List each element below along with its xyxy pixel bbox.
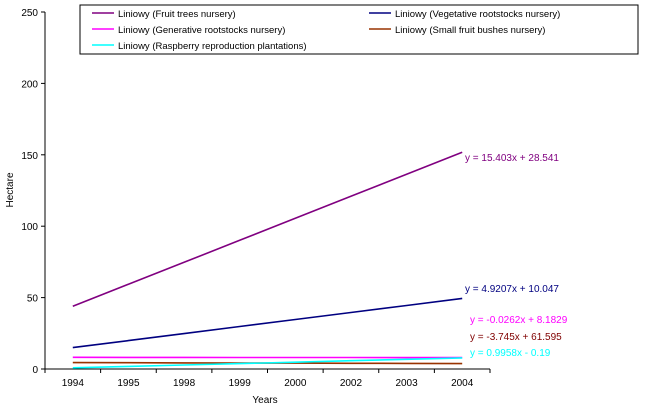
trendline-equation: y = -0.0262x + 8.1829 bbox=[470, 315, 568, 326]
legend-entry: Liniowy (Raspberry reproduction plantati… bbox=[118, 41, 307, 52]
x-tick-label: 2003 bbox=[395, 378, 418, 389]
x-tick-label: 1999 bbox=[229, 378, 252, 389]
x-tick-label: 1995 bbox=[117, 378, 140, 389]
trendline-equation: y = 15.403x + 28.541 bbox=[465, 153, 559, 164]
y-tick-label: 100 bbox=[21, 222, 38, 233]
trendline-equations: y = 15.403x + 28.541 y = 4.9207x + 10.047… bbox=[465, 153, 568, 359]
series-line bbox=[72, 297, 463, 349]
trendline-equation: y = 4.9207x + 10.047 bbox=[465, 284, 559, 295]
y-axis-label: Hectare bbox=[5, 172, 16, 207]
legend-box bbox=[79, 4, 639, 55]
series-line bbox=[72, 151, 463, 308]
x-tick-label: 2002 bbox=[340, 378, 363, 389]
x-tick-label: 1998 bbox=[173, 378, 196, 389]
x-tick-label: 2004 bbox=[451, 378, 474, 389]
y-tick-label: 0 bbox=[32, 365, 38, 376]
y-tick-label: 250 bbox=[21, 8, 38, 19]
series-line bbox=[72, 357, 463, 369]
y-tick-label: 200 bbox=[21, 79, 38, 90]
series-lines bbox=[72, 151, 463, 369]
y-tick-label: 50 bbox=[27, 294, 39, 305]
legend-entry: Liniowy (Generative rootstocks nursery) bbox=[118, 25, 285, 36]
y-tick-label: 150 bbox=[21, 151, 38, 162]
trendline-equation: y = 0.9958x - 0.19 bbox=[470, 348, 551, 359]
legend-entry: Liniowy (Fruit trees nursery) bbox=[118, 9, 236, 20]
axes: 0 50 100 150 200 250 1994 1995 1998 1999 2000 2002 2… bbox=[21, 8, 491, 389]
legend-entry: Liniowy (Small fruit bushes nursery) bbox=[395, 25, 545, 36]
legend: Liniowy (Fruit trees nursery) Liniowy (Ve… bbox=[79, 4, 639, 55]
x-axis-label: Years bbox=[252, 395, 277, 406]
legend-entry: Liniowy (Vegetative rootstocks nursery) bbox=[395, 9, 560, 20]
x-tick-label: 2000 bbox=[284, 378, 307, 389]
x-tick-label: 1994 bbox=[62, 378, 85, 389]
trendline-equation: y = -3.745x + 61.595 bbox=[470, 332, 562, 343]
